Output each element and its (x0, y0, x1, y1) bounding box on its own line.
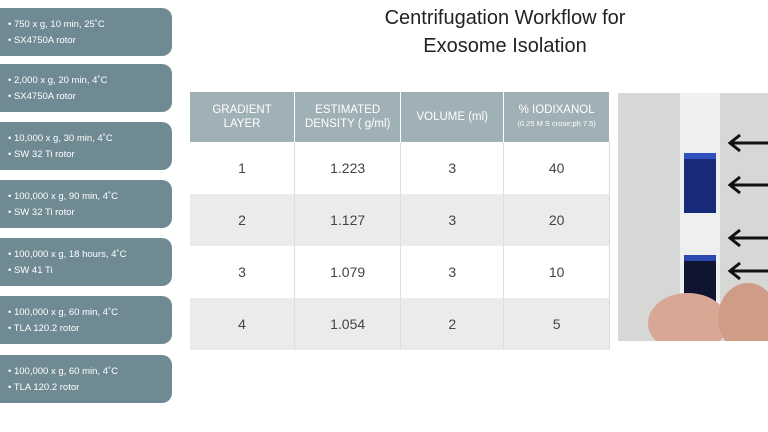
title-line: Centrifugation Workflow for (384, 7, 626, 29)
arrows (727, 133, 768, 281)
step-line: • 2,000 x g, 20 min, 4˚C (8, 75, 108, 86)
table-cell: 3 (400, 142, 505, 194)
step-line: • 10,000 x g, 30 min, 4˚C (8, 133, 113, 144)
step-line: • 100,000 x g, 60 min, 4˚C (8, 307, 118, 318)
step-line: • SW 41 Ti (8, 265, 53, 276)
step-box: • 100,000 x g, 90 min, 4˚C • SW 32 Ti rot… (0, 180, 172, 228)
header-text: VOLUME (ml) (416, 111, 489, 123)
step-line: • 100,000 x g, 60 min, 4˚C (8, 366, 118, 377)
header-cell: GRADIENT LAYER (190, 92, 296, 142)
step-box: • 100,000 x g, 60 min, 4˚C • TLA 120.2 ro… (0, 296, 172, 344)
tube-photo (618, 93, 768, 341)
step-line: • 750 x g, 10 min, 25˚C (8, 19, 105, 30)
table-body: 1 1.223 3 40 2 1.127 3 20 3 1.079 3 10 4 1.054 2 5 (190, 142, 610, 350)
step-line: • 100,000 x g, 18 hours, 4˚C (8, 249, 127, 260)
table-cell: 4 (190, 298, 296, 350)
header-text: GRADIENT LAYER (212, 104, 272, 130)
table-cell: 1.127 (294, 194, 402, 246)
table-cell: 1.079 (294, 246, 402, 298)
table-cell: 2 (190, 194, 296, 246)
step-box: • 2,000 x g, 20 min, 4˚C • SX4750A rotor (0, 64, 172, 112)
table-cell: 3 (400, 194, 505, 246)
header-note: (0.25 M S crose;ph 7.5) (517, 119, 596, 128)
step-line: • 100,000 x g, 90 min, 4˚C (8, 191, 118, 202)
step-line: • SX4750A rotor (8, 91, 76, 102)
header-text: % IODIXANOL (518, 104, 595, 116)
header-cell: % IODIXANOL (0.25 M S crose;ph 7.5) (503, 92, 610, 142)
table-cell: 5 (503, 298, 610, 350)
band (684, 255, 716, 261)
step-box: • 750 x g, 10 min, 25˚C • SX4750A rotor (0, 8, 172, 56)
step-box: • 100,000 x g, 18 hours, 4˚C • SW 41 Ti (0, 238, 172, 286)
table-cell: 20 (503, 194, 610, 246)
table-cell: 2 (400, 298, 505, 350)
header-cell: VOLUME (ml) (400, 92, 505, 142)
table-cell: 1.223 (294, 142, 402, 194)
band (684, 155, 716, 213)
title: Centrifugation Workflow for Exosome Isol… (330, 4, 680, 60)
table-cell: 3 (190, 246, 296, 298)
table-cell: 10 (503, 246, 610, 298)
table-cell: 1 (190, 142, 296, 194)
gradient-table: GRADIENT LAYER ESTIMATED DENSITY ( g/ml) V… (190, 92, 610, 350)
title-line: Exosome Isolation (423, 35, 587, 57)
step-box: • 10,000 x g, 30 min, 4˚C • SW 32 Ti roto… (0, 122, 172, 170)
step-line: • TLA 120.2 rotor (8, 323, 80, 334)
table-cell: 3 (400, 246, 505, 298)
table-row: 4 1.054 2 5 (190, 298, 610, 350)
table-cell: 1.054 (294, 298, 402, 350)
step-line: • SW 32 Ti rotor (8, 207, 75, 218)
table-row: 2 1.127 3 20 (190, 194, 610, 246)
header-text: ESTIMATED DENSITY ( g/ml) (304, 104, 391, 130)
step-line: • SW 32 Ti rotor (8, 149, 75, 160)
table-row: 1 1.223 3 40 (190, 142, 610, 194)
step-line: • TLA 120.2 rotor (8, 382, 80, 393)
table-row: 3 1.079 3 10 (190, 246, 610, 298)
table-cell: 40 (503, 142, 610, 194)
step-line: • SX4750A rotor (8, 35, 76, 46)
header-row: GRADIENT LAYER ESTIMATED DENSITY ( g/ml) V… (190, 92, 610, 142)
finger (718, 283, 768, 341)
band (684, 153, 716, 159)
step-box: • 100,000 x g, 60 min, 4˚C • TLA 120.2 ro… (0, 355, 172, 403)
finger (648, 293, 728, 341)
header-cell: ESTIMATED DENSITY ( g/ml) (294, 92, 402, 142)
